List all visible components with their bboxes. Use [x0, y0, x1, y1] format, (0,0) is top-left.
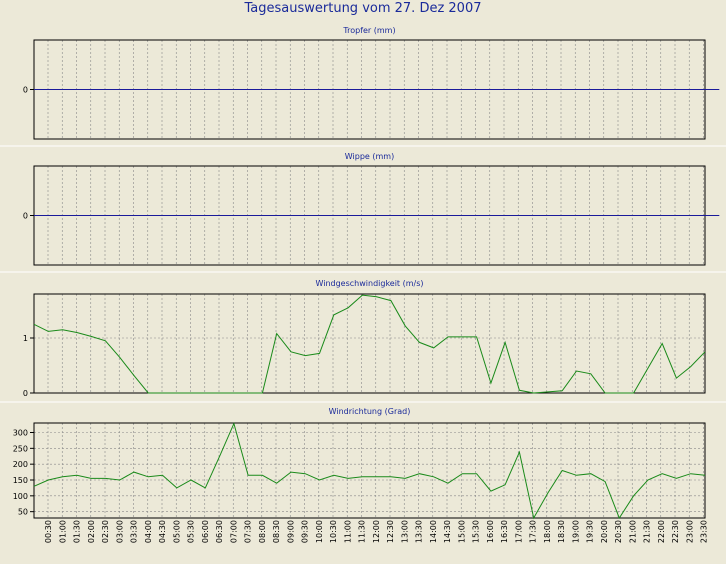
x-tick-label: 21:00 — [628, 520, 637, 543]
x-axis: 00:30 01:00 01:30 02:00 02:30 03:00 03:30 04:00… — [44, 520, 709, 543]
x-tick-label: 04:30 — [158, 520, 167, 543]
x-tick-label: 10:30 — [329, 520, 338, 543]
plot-frame — [33, 293, 706, 394]
x-tick-label: 06:00 — [201, 520, 210, 543]
x-tick-label: 08:30 — [272, 520, 281, 543]
series-line — [33, 294, 706, 394]
series-line — [33, 422, 706, 520]
x-tick-label: 09:00 — [286, 520, 295, 543]
x-tick-label: 12:00 — [372, 520, 381, 543]
x-tick-label: 17:00 — [514, 520, 523, 543]
y-tick-label: 0 — [23, 212, 28, 221]
x-tick-label: 21:30 — [643, 520, 652, 543]
x-tick-label: 04:00 — [144, 520, 153, 543]
y-tick-label: 100 — [13, 492, 28, 501]
page-title: Tagesauswertung vom 27. Dez 2007 — [244, 1, 482, 16]
y-tick-label: 50 — [18, 508, 28, 517]
x-tick-label: 10:00 — [315, 520, 324, 543]
chart-panel-1: Tropfer (mm) 0 — [23, 26, 720, 140]
x-tick-label: 02:30 — [101, 520, 110, 543]
x-tick-label: 07:00 — [229, 520, 238, 543]
x-tick-label: 19:30 — [586, 520, 595, 543]
x-tick-label: 06:30 — [215, 520, 224, 543]
x-tick-label: 14:00 — [429, 520, 438, 543]
x-tick-label: 05:30 — [187, 520, 196, 543]
chart-panel-4: Windrichtung (Grad) 50 100 150 200 250 300 — [13, 407, 706, 520]
x-tick-label: 15:00 — [457, 520, 466, 543]
x-tick-label: 23:00 — [685, 520, 694, 543]
x-tick-label: 19:00 — [571, 520, 580, 543]
x-tick-label: 22:30 — [671, 520, 680, 543]
x-tick-label: 09:30 — [301, 520, 310, 543]
chart-panel-2: Wippe (mm) 0 — [23, 152, 720, 266]
x-tick-label: 18:30 — [557, 520, 566, 543]
x-tick-label: 03:00 — [115, 520, 124, 543]
x-tick-label: 15:30 — [472, 520, 481, 543]
x-tick-label: 11:00 — [343, 520, 352, 543]
y-tick-label: 0 — [23, 86, 28, 95]
chart-title: Wippe (mm) — [345, 152, 394, 161]
x-tick-label: 03:30 — [130, 520, 139, 543]
chart-title: Tropfer (mm) — [342, 26, 395, 35]
y-tick-label: 0 — [23, 389, 28, 398]
y-tick-label: 300 — [13, 429, 28, 438]
y-tick-label: 250 — [13, 444, 28, 453]
x-tick-label: 14:30 — [443, 520, 452, 543]
x-tick-label: 05:00 — [172, 520, 181, 543]
chart-title: Windgeschwindigkeit (m/s) — [315, 279, 423, 288]
x-tick-label: 23:30 — [700, 520, 709, 543]
chart-title: Windrichtung (Grad) — [329, 407, 411, 416]
x-tick-label: 20:00 — [600, 520, 609, 543]
x-tick-label: 13:30 — [415, 520, 424, 543]
chart-panel-3: Windgeschwindigkeit (m/s) 0 1 — [23, 279, 706, 398]
x-tick-label: 13:00 — [400, 520, 409, 543]
y-tick-label: 1 — [23, 334, 28, 343]
x-tick-label: 11:30 — [358, 520, 367, 543]
x-tick-label: 12:30 — [386, 520, 395, 543]
x-tick-label: 20:30 — [614, 520, 623, 543]
x-tick-label: 17:30 — [529, 520, 538, 543]
y-tick-label: 200 — [13, 460, 28, 469]
x-tick-label: 00:30 — [44, 520, 53, 543]
x-tick-label: 08:00 — [258, 520, 267, 543]
x-tick-label: 18:00 — [543, 520, 552, 543]
x-tick-label: 22:00 — [657, 520, 666, 543]
x-tick-label: 07:30 — [244, 520, 253, 543]
x-tick-label: 16:00 — [486, 520, 495, 543]
x-tick-label: 02:00 — [87, 520, 96, 543]
plot-frame — [33, 422, 706, 519]
x-tick-label: 16:30 — [500, 520, 509, 543]
y-tick-label: 150 — [13, 476, 28, 485]
x-tick-label: 01:00 — [58, 520, 67, 543]
x-tick-label: 01:30 — [73, 520, 82, 543]
